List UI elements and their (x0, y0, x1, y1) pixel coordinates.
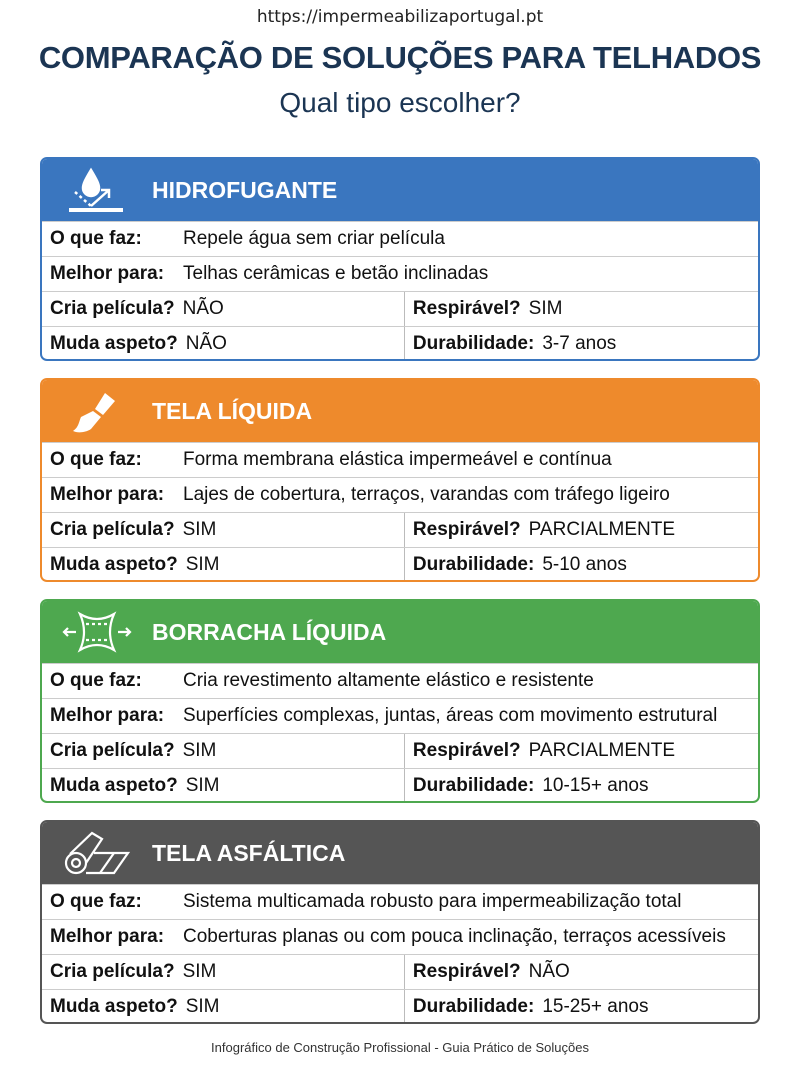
row-what: O que faz: Cria revestimento altamente el… (42, 663, 758, 698)
water-repel-icon (42, 166, 152, 214)
value: NÃO (182, 298, 224, 319)
value: Cria revestimento altamente elástico e r… (183, 670, 594, 691)
row-film-breath: Cria película? SIM Respirável? NÃO (42, 954, 758, 989)
label: Durabilidade: (412, 333, 535, 354)
value: SIM (185, 775, 220, 796)
card-title: BORRACHA LÍQUIDA (152, 618, 387, 645)
card-title: TELA LÍQUIDA (152, 397, 313, 424)
label: Durabilidade: (412, 554, 535, 575)
label: Melhor para: (50, 263, 165, 284)
label: Cria película? (50, 740, 175, 761)
card-tela-líquida: TELA LÍQUIDA O que faz: Forma membrana el… (40, 378, 760, 582)
row-look-dur: Muda aspeto? SIM Durabilidade: 5-10 anos (42, 547, 758, 580)
row-best: Melhor para: Lajes de cobertura, terraços… (42, 477, 758, 512)
row-look-dur: Muda aspeto? NÃO Durabilidade: 3-7 anos (42, 326, 758, 359)
label: Muda aspeto? (50, 333, 178, 354)
footer: Infográfico de Construção Profissional -… (211, 1040, 589, 1055)
label: Respirável? (412, 961, 521, 982)
card-hidrofugante: HIDROFUGANTE O que faz: Repele água sem c… (40, 157, 760, 361)
row-best: Melhor para: Telhas cerâmicas e betão inc… (42, 256, 758, 291)
row-best: Melhor para: Superfícies complexas, junta… (42, 698, 758, 733)
row-film-breath: Cria película? SIM Respirável? PARCIALMENT… (42, 733, 758, 768)
label: Respirável? (412, 740, 521, 761)
row-what: O que faz: Sistema multicamada robusto pa… (42, 884, 758, 919)
label: Melhor para: (50, 484, 165, 505)
card-title: TELA ASFÁLTICA (152, 839, 346, 866)
label: O que faz: (50, 449, 142, 470)
label: O que faz: (50, 228, 142, 249)
label: Muda aspeto? (50, 996, 178, 1017)
row-film-breath: Cria película? NÃO Respirável? SIM (42, 291, 758, 326)
label: O que faz: (50, 891, 142, 912)
value: SIM (185, 996, 220, 1017)
card-header: BORRACHA LÍQUIDA (42, 601, 758, 663)
row-look-dur: Muda aspeto? SIM Durabilidade: 15-25+ anos (42, 989, 758, 1022)
card-title: HIDROFUGANTE (152, 176, 338, 203)
value: Coberturas planas ou com pouca inclinaçã… (183, 926, 726, 947)
card-borracha-líquida: BORRACHA LÍQUIDA O que faz: Cria revestim… (40, 599, 760, 803)
label: Durabilidade: (412, 775, 535, 796)
row-what: O que faz: Forma membrana elástica imperm… (42, 442, 758, 477)
label: Durabilidade: (412, 996, 535, 1017)
value: Telhas cerâmicas e betão inclinadas (183, 263, 489, 284)
value: NÃO (185, 333, 227, 354)
value: PARCIALMENTE (528, 519, 676, 540)
label: Respirável? (412, 298, 521, 319)
card-header: TELA ASFÁLTICA (42, 822, 758, 884)
label: Muda aspeto? (50, 554, 178, 575)
row-best: Melhor para: Coberturas planas ou com pou… (42, 919, 758, 954)
row-look-dur: Muda aspeto? SIM Durabilidade: 10-15+ anos (42, 768, 758, 801)
value: 10-15+ anos (542, 775, 649, 796)
value: Lajes de cobertura, terraços, varandas c… (183, 484, 670, 505)
value: Superfícies complexas, juntas, áreas com… (183, 705, 718, 726)
value: Repele água sem criar película (183, 228, 445, 249)
value: 3-7 anos (542, 333, 617, 354)
value: SIM (182, 740, 217, 761)
label: Cria película? (50, 519, 175, 540)
card-tela-asfáltica: TELA ASFÁLTICA O que faz: Sistema multica… (40, 820, 760, 1024)
site-url: https://impermeabilizaportugal.pt (256, 7, 544, 27)
roll-icon (42, 829, 152, 877)
value: SIM (528, 298, 563, 319)
row-what: O que faz: Repele água sem criar película (42, 221, 758, 256)
row-film-breath: Cria película? SIM Respirável? PARCIALMENT… (42, 512, 758, 547)
value: SIM (182, 519, 217, 540)
label: Melhor para: (50, 705, 165, 726)
label: O que faz: (50, 670, 142, 691)
page-title: COMPARAÇÃO DE SOLUÇÕES PARA TELHADOS (38, 40, 762, 75)
stretch-icon (42, 608, 152, 656)
paintbrush-icon (42, 387, 152, 435)
label: Cria película? (50, 961, 175, 982)
value: SIM (185, 554, 220, 575)
value: NÃO (528, 961, 570, 982)
card-header: TELA LÍQUIDA (42, 380, 758, 442)
card-header: HIDROFUGANTE (42, 159, 758, 221)
label: Respirável? (412, 519, 521, 540)
label: Cria película? (50, 298, 175, 319)
value: Sistema multicamada robusto para imperme… (183, 891, 682, 912)
value: 15-25+ anos (542, 996, 649, 1017)
label: Muda aspeto? (50, 775, 178, 796)
value: PARCIALMENTE (528, 740, 676, 761)
value: 5-10 anos (542, 554, 627, 575)
value: SIM (182, 961, 217, 982)
page-subtitle: Qual tipo escolher? (279, 87, 521, 118)
label: Melhor para: (50, 926, 165, 947)
value: Forma membrana elástica impermeável e co… (183, 449, 612, 470)
